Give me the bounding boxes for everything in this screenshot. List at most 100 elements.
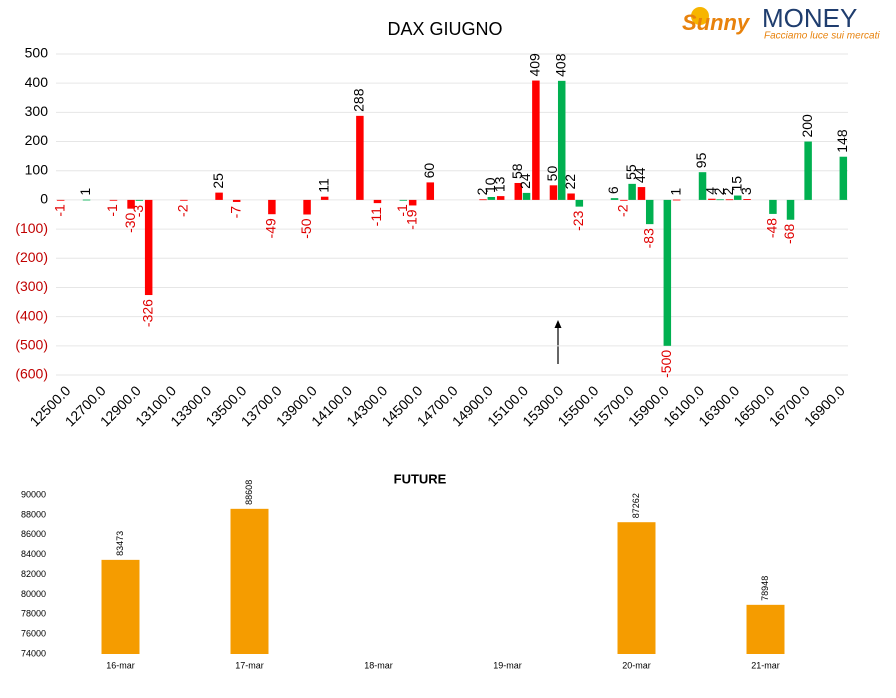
data-label: -1 [51,204,67,217]
bar [628,183,636,200]
data-label: -48 [764,218,780,238]
y-tick-label: 78000 [21,609,46,619]
bar [617,522,656,654]
bar [733,195,742,200]
data-label: 2 [720,187,736,195]
y-tick-label: (400) [15,307,48,323]
bar [549,185,558,200]
bar [637,187,646,200]
data-label: 6 [605,186,621,194]
data-label: 2 [474,187,490,195]
bar [127,199,135,209]
bar [708,198,716,200]
y-tick-label: 200 [25,132,49,148]
data-label: 44 [632,167,648,183]
data-label: 4 [703,187,719,195]
y-tick-label: 0 [40,191,48,207]
bar [743,199,751,200]
bar [575,199,584,207]
bar [56,199,65,201]
data-label: -3 [130,205,146,218]
chart-title: DAX GIUGNO [387,19,502,39]
data-label: -326 [139,299,155,327]
bar [356,115,364,200]
data-label: 25 [210,173,226,189]
data-label: -30 [122,212,138,232]
logo-tagline: Facciamo luce sui mercati [764,31,880,42]
y-tick-label: 74000 [21,648,46,658]
bar [725,199,734,201]
bar [82,199,91,201]
x-tick-label: 19-mar [493,660,522,670]
bar [557,80,566,200]
x-tick-label: 20-mar [622,660,651,670]
bar [399,199,408,201]
bar [663,199,672,346]
data-label: 1 [667,188,683,196]
data-label: -2 [615,204,631,217]
y-tick-label: 100 [25,161,49,177]
bar [268,199,276,215]
x-tick-label: 16-mar [106,660,135,670]
bar [567,193,575,200]
data-label: -50 [298,218,314,238]
bar [232,199,241,202]
data-label: 10 [482,177,498,193]
bar [479,199,487,201]
bar [180,199,188,201]
bar [487,196,496,200]
bar [109,199,118,201]
bar [303,199,311,215]
data-label: 409 [527,53,543,77]
bar [426,182,435,200]
data-label: 11 [315,178,331,193]
x-tick-label: 21-mar [751,660,780,670]
data-label: 1 [77,188,93,196]
data-label: 22 [562,174,578,190]
data-label: 2 [711,187,727,195]
bar [698,172,707,200]
bar [610,198,619,200]
data-label: 3 [738,187,754,195]
data-label: 55 [623,164,639,180]
data-label: -2 [175,204,191,217]
x-tick-label: 18-mar [364,660,393,670]
logo-name: Sunny [682,10,751,35]
y-tick-label: 400 [25,74,49,90]
y-tick-label: 90000 [21,489,46,499]
arrow-head [554,320,562,328]
bar [746,604,785,654]
bar [672,199,681,201]
data-label: 58 [509,163,525,179]
y-tick-label: (600) [15,366,48,382]
logo-brand: MONEY [762,3,857,33]
bar [230,508,269,654]
data-label: 87262 [631,493,641,518]
y-tick-label: 80000 [21,589,46,599]
y-tick-label: (100) [15,220,48,236]
x-tick-label: 17-mar [235,660,264,670]
bar [716,199,724,201]
data-label: 15 [728,176,744,192]
data-label: -500 [658,350,674,378]
bar [620,199,628,201]
data-label: 24 [517,173,533,189]
data-label: 408 [552,53,568,77]
chart-title: FUTURE [394,471,447,486]
data-label: 288 [351,88,367,112]
data-label: 83473 [115,531,125,556]
data-label: -11 [368,207,384,226]
bar [320,196,329,200]
bar [514,182,523,200]
data-label: -83 [640,228,656,248]
data-label: 200 [799,114,815,138]
data-label: 50 [544,166,560,182]
data-label: 60 [421,163,437,179]
data-label: -23 [570,210,586,230]
y-tick-label: 82000 [21,569,46,579]
bar [522,192,531,200]
bar [215,192,223,200]
bar [804,141,812,200]
data-label: -1 [394,204,410,217]
